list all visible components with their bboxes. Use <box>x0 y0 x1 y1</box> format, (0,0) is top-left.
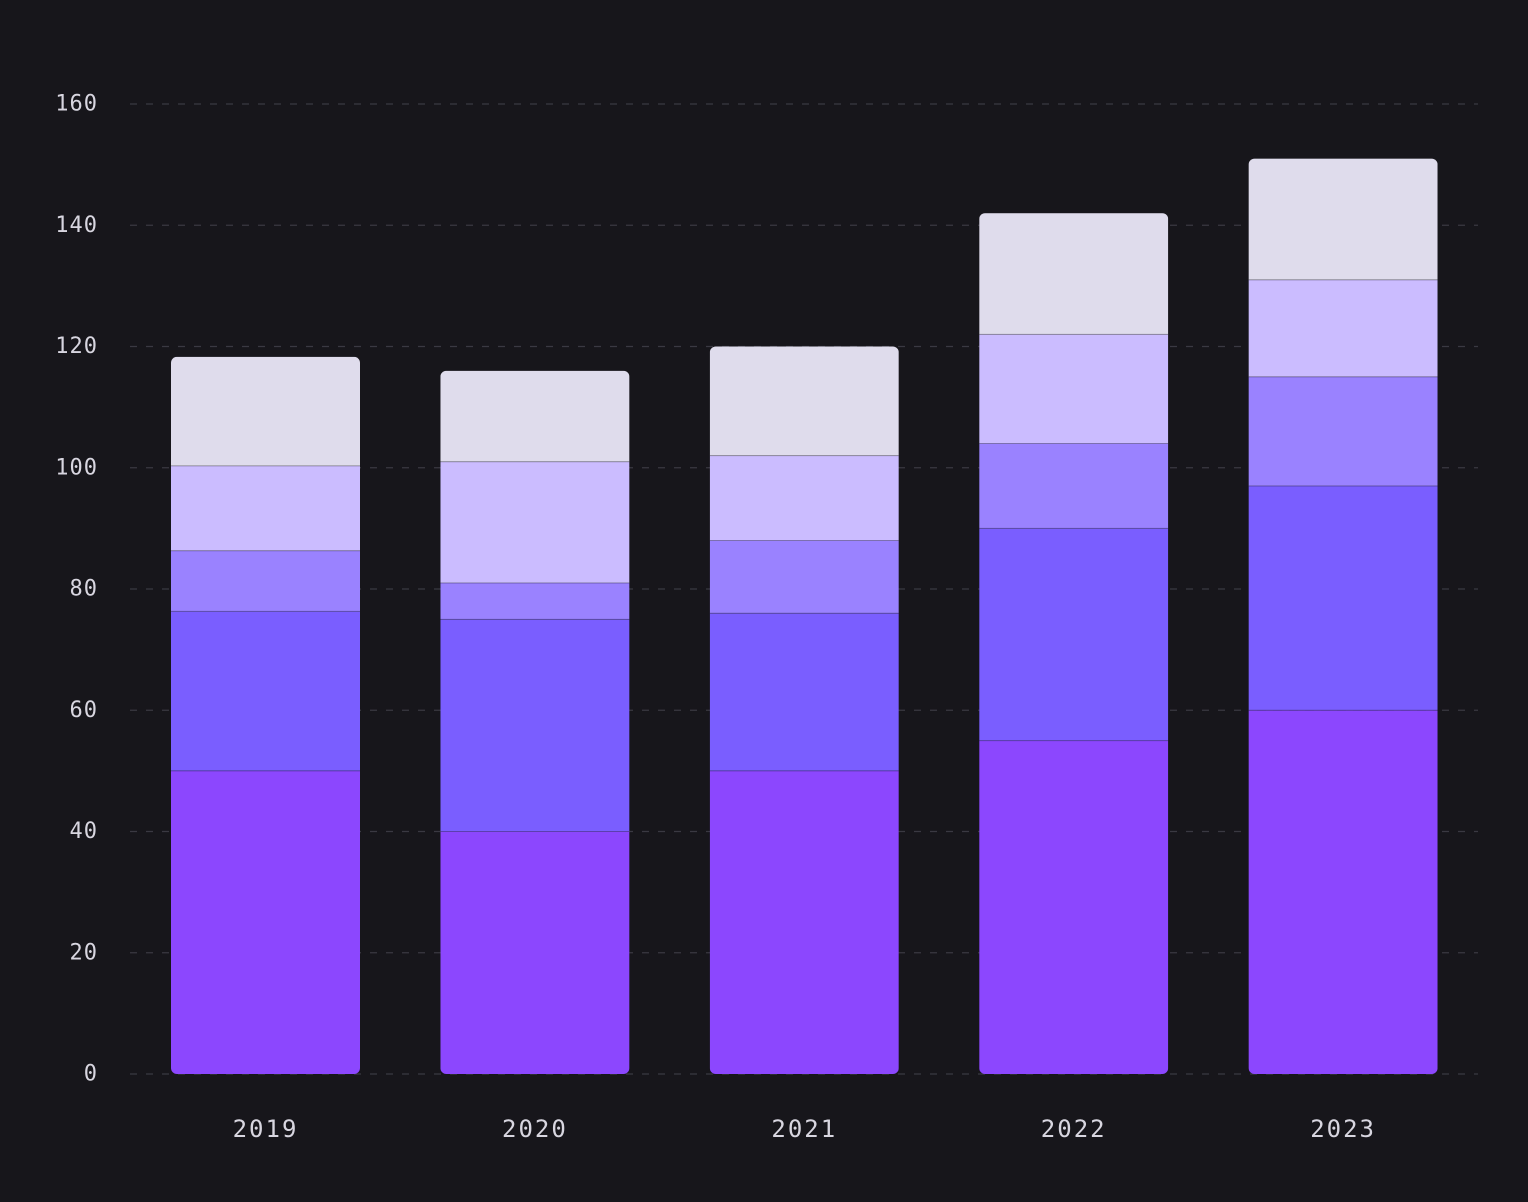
bar-segment-2019-series-3 <box>171 550 360 612</box>
bar-segment-2023-series-5 <box>1248 158 1438 280</box>
bar-segment-2019-series-5 <box>171 356 360 466</box>
x-tick-label: 2021 <box>771 1115 837 1143</box>
y-tick-label: 140 <box>55 213 98 238</box>
bar-stack-2021 <box>709 346 899 1074</box>
bar-segment-2022-series-4 <box>979 334 1169 444</box>
y-tick-label: 160 <box>55 92 98 117</box>
bar-segment-2021-series-4 <box>709 455 899 541</box>
bar-segment-2020-series-2 <box>440 619 630 832</box>
bar-segment-2022-series-1 <box>979 740 1169 1074</box>
bar-segment-2020-series-1 <box>440 831 630 1074</box>
y-tick-label: 120 <box>55 334 98 359</box>
bar-segment-2022-series-5 <box>979 213 1169 335</box>
y-axis-ticks: 0 20 40 60 80 100 120 140 160 <box>55 92 99 1087</box>
bar-segment-2021-series-5 <box>709 346 899 456</box>
bar-stack-2019 <box>171 356 360 1074</box>
bar-stack-2023 <box>1248 158 1438 1074</box>
bar-segment-2023-series-4 <box>1248 279 1438 377</box>
x-tick-label: 2019 <box>233 1115 299 1143</box>
bar-segment-2023-series-2 <box>1248 485 1438 711</box>
y-tick-label: 0 <box>84 1062 98 1087</box>
bar-segment-2020-series-3 <box>440 582 630 620</box>
bar-segment-2019-series-4 <box>171 465 360 551</box>
bar-segment-2019-series-2 <box>171 611 360 771</box>
x-tick-label: 2022 <box>1041 1115 1107 1143</box>
bars <box>171 158 1438 1074</box>
bar-segment-2021-series-1 <box>709 770 899 1074</box>
y-tick-label: 100 <box>55 455 98 480</box>
bar-segment-2021-series-2 <box>709 613 899 771</box>
x-tick-label: 2023 <box>1310 1115 1376 1143</box>
bar-segment-2022-series-3 <box>979 443 1169 529</box>
bar-segment-2023-series-3 <box>1248 376 1438 486</box>
bar-stack-2022 <box>979 213 1169 1074</box>
x-tick-label: 2020 <box>502 1115 568 1143</box>
bar-segment-2023-series-1 <box>1248 710 1438 1074</box>
bar-segment-2022-series-2 <box>979 528 1169 741</box>
y-tick-label: 60 <box>70 698 99 723</box>
x-axis-ticks: 2019 2020 2021 2022 2023 <box>233 1115 1376 1143</box>
y-tick-label: 40 <box>70 819 99 844</box>
bar-segment-2019-series-1 <box>171 770 360 1074</box>
bar-segment-2021-series-3 <box>709 540 899 614</box>
y-tick-label: 80 <box>70 577 99 602</box>
bar-stack-2020 <box>440 370 630 1074</box>
bar-segment-2020-series-4 <box>440 461 630 583</box>
bar-segment-2020-series-5 <box>440 370 630 462</box>
y-tick-label: 20 <box>70 940 99 965</box>
